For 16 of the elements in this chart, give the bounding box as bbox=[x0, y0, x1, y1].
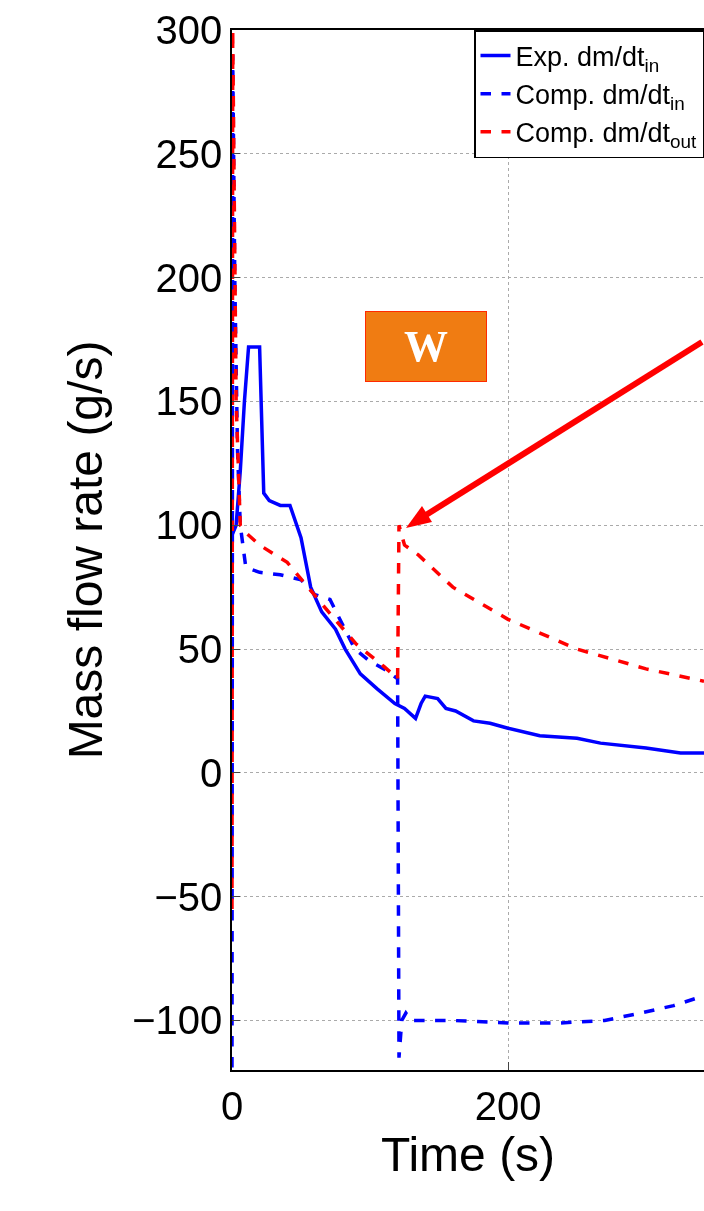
y-tick-label: 200 bbox=[155, 255, 223, 300]
line-series bbox=[232, 30, 704, 911]
annotation: W bbox=[404, 322, 448, 371]
legend-label: Comp. dm/dt$_{in}$ bbox=[515, 80, 685, 114]
y-tick-label: 250 bbox=[155, 131, 223, 176]
legend-label: Exp. dm/dt$_{in}$ bbox=[515, 42, 660, 76]
x-axis-title: Time (s) bbox=[380, 1127, 556, 1181]
y-tick-label: −100 bbox=[132, 998, 223, 1043]
y-tick-label: −50 bbox=[154, 874, 223, 919]
y-tick-label: 100 bbox=[155, 503, 223, 548]
y-tick-label: 300 bbox=[155, 8, 223, 52]
legend-label: Comp. dm/dt$_{out}$ bbox=[515, 118, 698, 152]
y-tick-label: 50 bbox=[177, 627, 223, 672]
y-axis-title: Mass flow rate (g/s) bbox=[59, 340, 113, 760]
y-tick-label: 0 bbox=[200, 750, 223, 795]
y-tick-label: 150 bbox=[155, 379, 223, 424]
